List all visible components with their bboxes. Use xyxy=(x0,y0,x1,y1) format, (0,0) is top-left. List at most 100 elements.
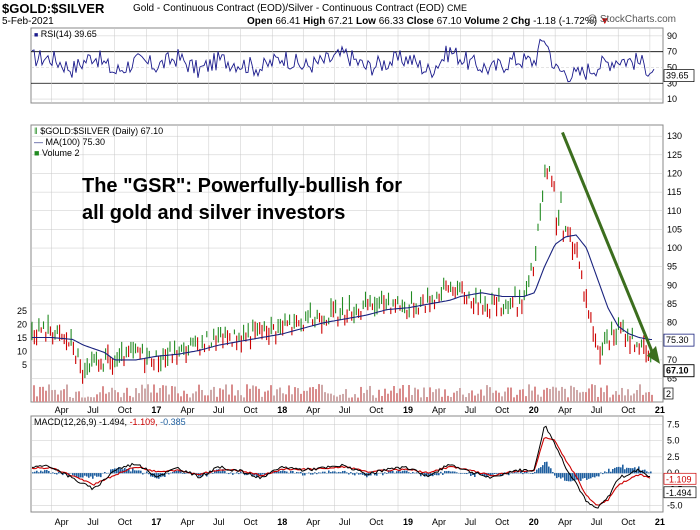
macd-histogram-bar xyxy=(216,469,218,474)
macd-histogram-bar xyxy=(604,471,606,474)
volume-bar xyxy=(150,392,152,402)
macd-histogram-bar xyxy=(54,473,56,475)
volume-bar xyxy=(90,397,92,402)
macd-histogram-bar xyxy=(634,467,636,474)
macd-histogram-bar xyxy=(444,470,446,474)
price-tick-label: 80 xyxy=(667,318,677,328)
macd-histogram-bar xyxy=(168,473,170,475)
macd-histogram-bar xyxy=(464,473,466,474)
macd-histogram-bar xyxy=(222,469,224,474)
macd-histogram-bar xyxy=(302,473,304,476)
macd-histogram-bar xyxy=(106,473,108,474)
macd-histogram-bar xyxy=(354,473,356,476)
macd-histogram-bar xyxy=(404,470,406,474)
macd-histogram-bar xyxy=(348,473,350,475)
price-x-tick-label: 18 xyxy=(277,405,287,415)
volume-bar xyxy=(414,387,416,402)
volume-bar xyxy=(192,393,194,402)
macd-x-tick-label: Oct xyxy=(118,517,133,527)
macd-x-tick-label: Jul xyxy=(339,517,351,527)
macd-histogram-bar xyxy=(436,473,438,476)
macd-histogram-bar xyxy=(496,473,498,474)
volume-bar xyxy=(315,389,317,402)
macd-histogram-bar xyxy=(128,468,130,474)
macd-histogram-bar xyxy=(490,473,492,477)
volume-bar xyxy=(600,387,602,402)
macd-x-tick-label: 21 xyxy=(655,517,665,527)
volume-bar xyxy=(648,392,650,402)
macd-histogram-bar xyxy=(512,473,514,474)
volume-bar xyxy=(615,391,617,402)
macd-histogram-bar xyxy=(446,471,448,474)
macd-histogram-bar xyxy=(412,471,414,474)
macd-histogram-bar xyxy=(548,466,550,474)
volume-bar xyxy=(639,384,641,402)
macd-histogram-bar xyxy=(208,473,210,475)
volume-bar xyxy=(612,394,614,402)
high-value: 67.21 xyxy=(328,16,354,27)
volume-bar xyxy=(606,385,608,402)
volume-bar xyxy=(117,392,119,402)
volume-bar xyxy=(432,392,434,402)
macd-histogram-bar xyxy=(230,472,232,474)
volume-bar xyxy=(123,392,125,402)
volume-bar xyxy=(417,389,419,402)
volume-bar xyxy=(66,384,68,402)
volume-bar xyxy=(507,387,509,402)
volume-bar xyxy=(363,393,365,402)
volume-bar xyxy=(51,390,53,402)
macd-histogram-bar xyxy=(556,473,558,479)
volume-bar xyxy=(93,397,95,402)
macd-histogram-bar xyxy=(470,473,472,477)
price-tick-label: 95 xyxy=(667,262,677,272)
macd-histogram-bar xyxy=(342,470,344,474)
price-tick-label: 105 xyxy=(667,224,682,234)
rsi-legend-swatch: ■ xyxy=(34,32,39,39)
price-tick-label: 70 xyxy=(667,355,677,365)
macd-histogram-bar xyxy=(308,472,310,474)
macd-histogram-bar xyxy=(276,471,278,474)
macd-histogram-bar xyxy=(520,471,522,474)
macd-histogram-bar xyxy=(414,472,416,474)
low-value: 66.33 xyxy=(378,16,404,27)
macd-histogram-bar xyxy=(304,473,306,476)
volume-bar xyxy=(372,395,374,402)
volume-bar xyxy=(423,387,425,402)
volume-bar xyxy=(399,388,401,402)
volume-bar xyxy=(498,392,500,402)
macd-histogram-bar xyxy=(360,473,362,475)
macd-histogram-bar xyxy=(148,473,150,475)
volume-bar xyxy=(441,396,443,402)
macd-histogram-bar xyxy=(352,473,354,475)
volume-bar xyxy=(609,397,611,402)
volume-bar xyxy=(171,386,173,402)
rsi-last-value-box xyxy=(663,69,695,82)
volume-bar xyxy=(96,394,98,402)
volume-bar xyxy=(210,389,212,402)
macd-histogram-bar xyxy=(56,473,58,475)
macd-legend-signal: -1.109, xyxy=(129,417,158,427)
macd-histogram-bar xyxy=(410,473,412,474)
macd-histogram-bar xyxy=(392,470,394,474)
macd-x-tick-label: Apr xyxy=(558,517,572,527)
price-x-tick-label: Apr xyxy=(306,405,320,415)
macd-tick-label: 7.5 xyxy=(667,419,680,429)
volume-bar xyxy=(348,397,350,402)
volume-bar xyxy=(147,384,149,402)
macd-histogram-bar xyxy=(554,473,556,476)
macd-histogram-bar xyxy=(34,471,36,474)
macd-x-tick-label: Jul xyxy=(87,517,99,527)
volume-bar xyxy=(624,395,626,402)
volume-bar xyxy=(177,393,179,402)
price-tick-label: 115 xyxy=(667,187,681,197)
price-tick-label: 65 xyxy=(667,374,677,384)
macd-tick-label: 2.5 xyxy=(667,452,680,462)
macd-histogram-bar xyxy=(90,473,92,477)
low-label: Low xyxy=(355,16,376,27)
volume-bar xyxy=(636,390,638,402)
macd-histogram-bar xyxy=(626,467,628,474)
macd-histogram-bar xyxy=(580,473,582,481)
price-x-tick-label: Apr xyxy=(432,405,446,415)
volume-bar xyxy=(480,389,482,402)
macd-histogram-bar xyxy=(488,473,490,476)
